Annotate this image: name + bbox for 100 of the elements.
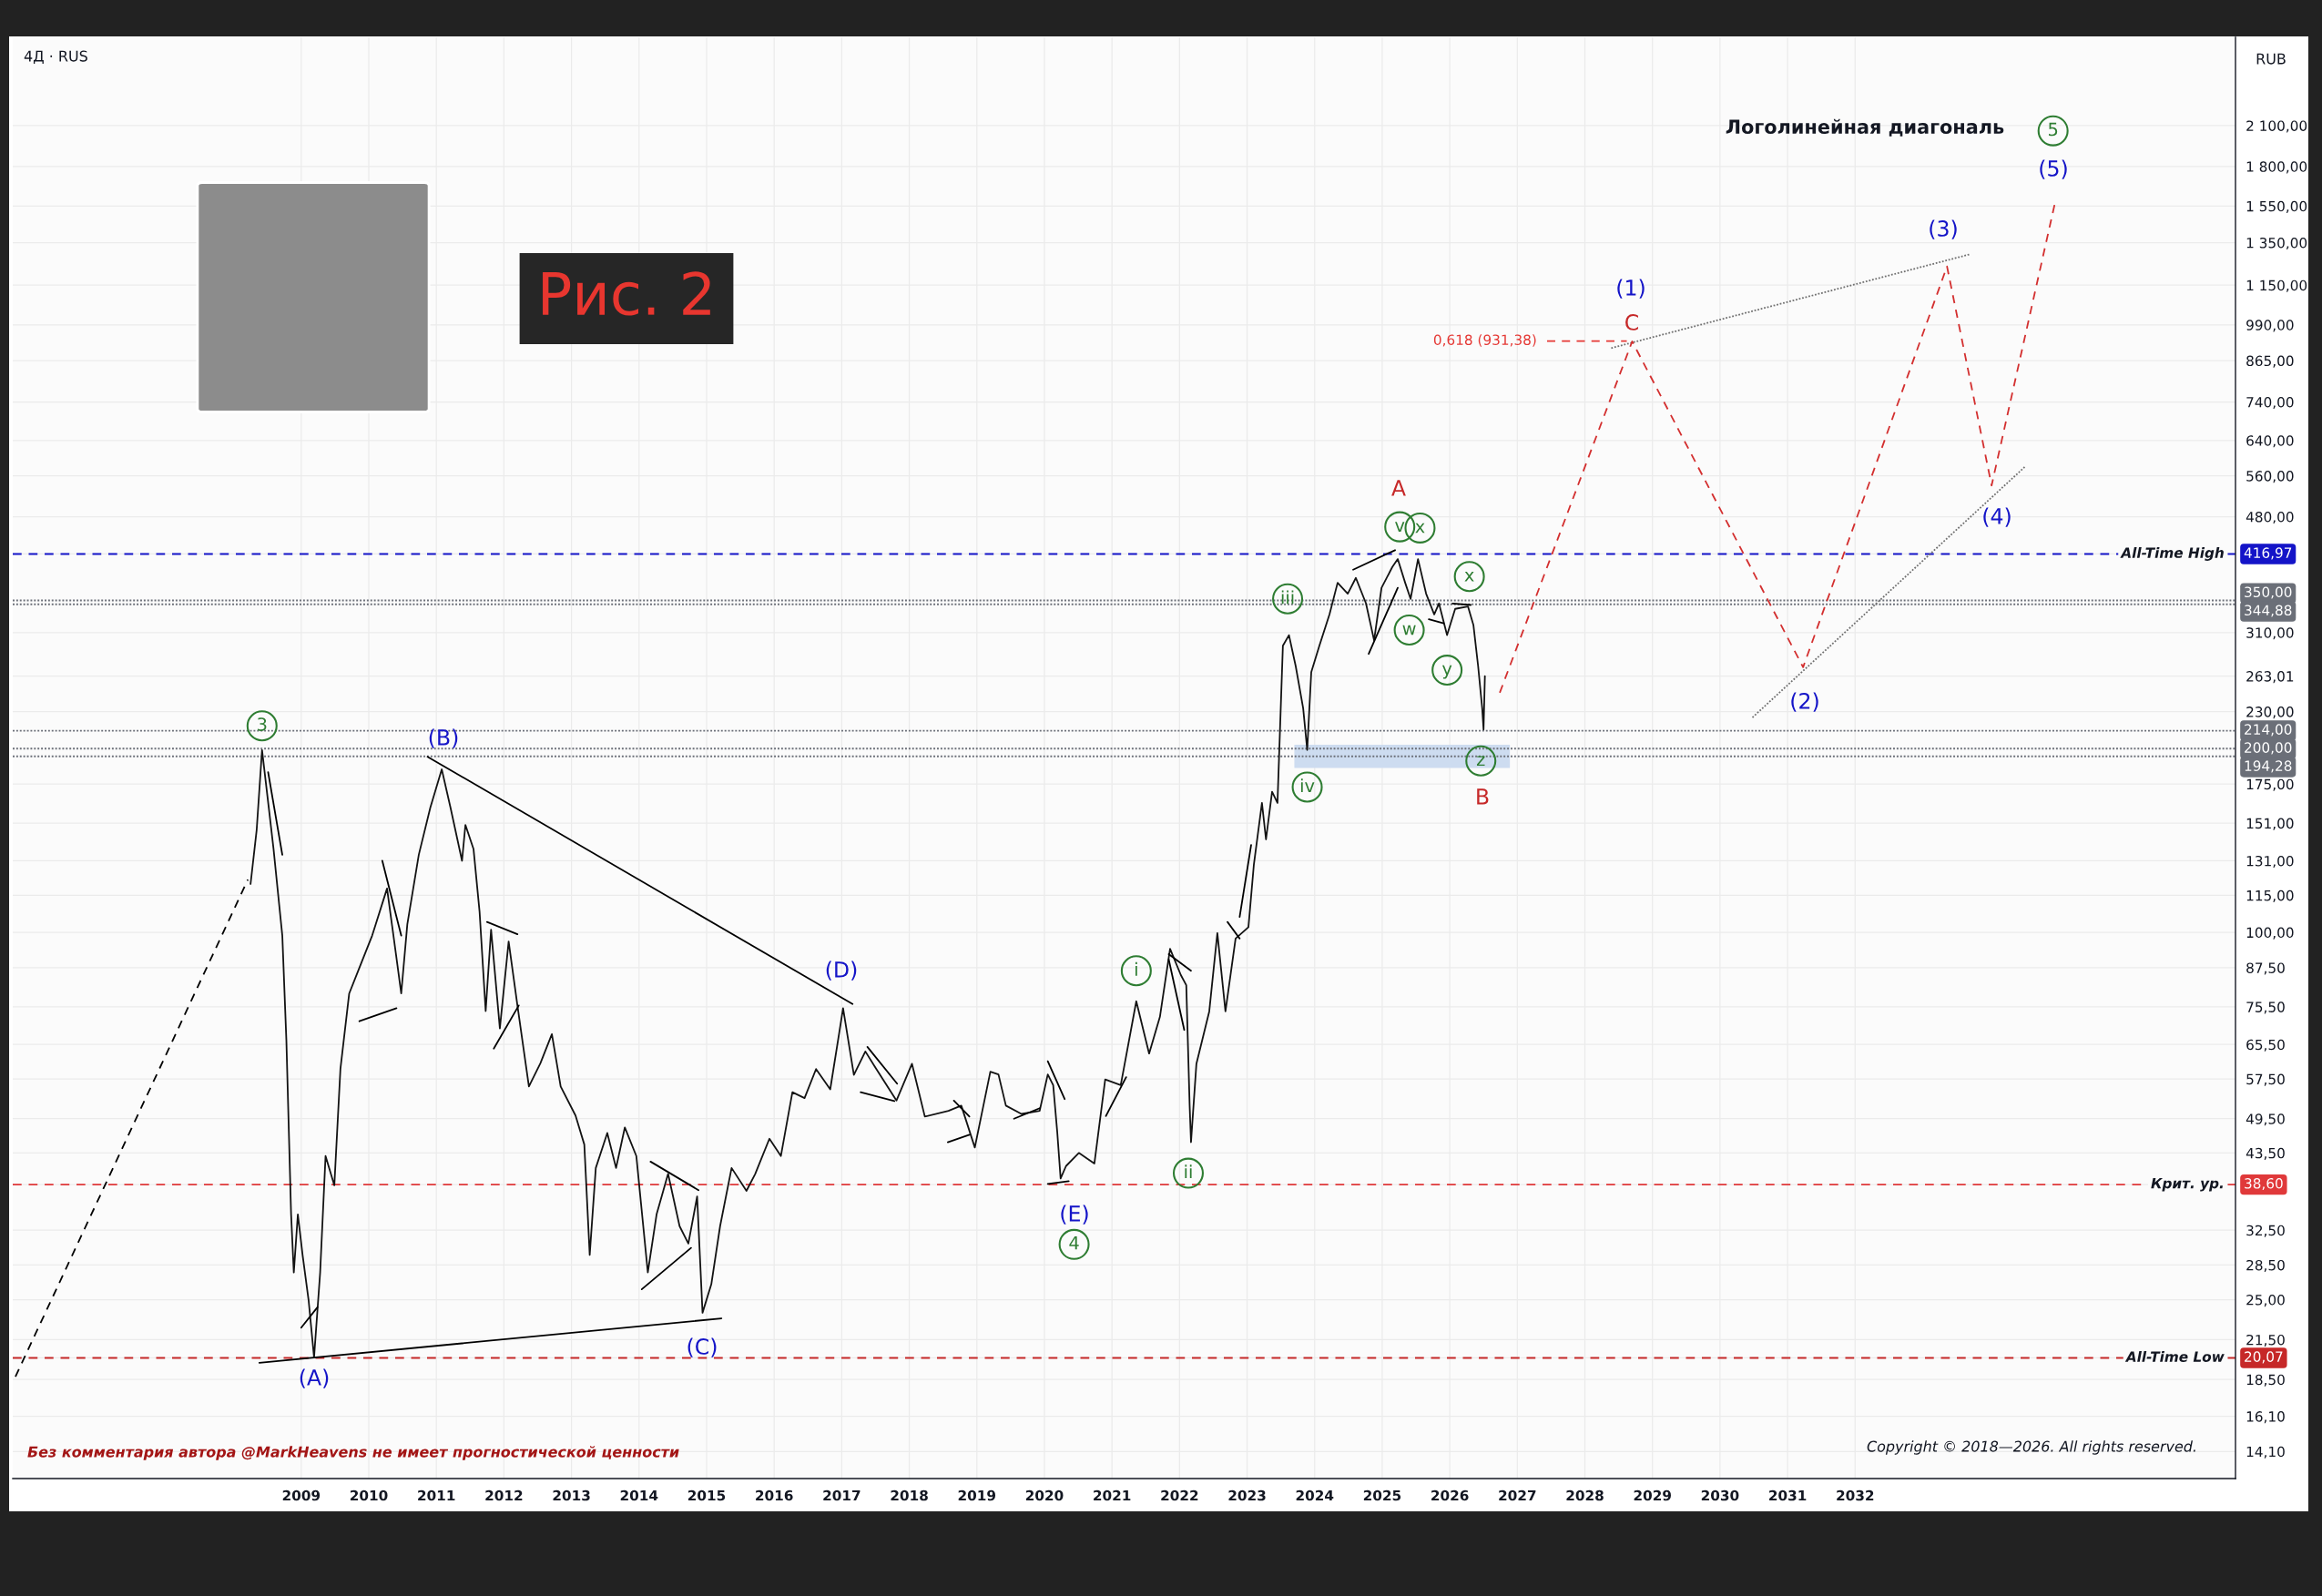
- annotation: i: [1135, 961, 1137, 976]
- x-tick-label: 2023: [1228, 1489, 1266, 1501]
- x-tick-label: 2020: [1025, 1489, 1064, 1501]
- y-tick-label: 131,00: [2246, 855, 2294, 869]
- annotation: Логолинейная диагональ: [1726, 118, 2004, 137]
- text: 4Д · RUS: [24, 50, 87, 64]
- y-tick-label: 416,97: [2244, 547, 2292, 560]
- x-tick-label: 2027: [1499, 1489, 1536, 1501]
- annotation: 4: [1069, 1236, 1079, 1250]
- annotation: (C): [687, 1337, 717, 1357]
- annotation: (3): [1930, 219, 1957, 239]
- annotation: ii: [1185, 1164, 1192, 1178]
- x-tick-label: 2032: [1837, 1489, 1874, 1501]
- x-tick-label: 2021: [1094, 1489, 1131, 1501]
- annotation: Рис. 2: [543, 271, 710, 316]
- y-tick-label: 21,50: [2246, 1334, 2285, 1347]
- annotation: 5: [2048, 122, 2058, 137]
- annotation: (E): [1061, 1205, 1088, 1225]
- x-tick-label: 2025: [1363, 1489, 1401, 1501]
- annotation: (1): [1617, 279, 1645, 299]
- annotation: 3: [258, 717, 267, 731]
- annotation: (4): [1983, 507, 2011, 527]
- y-tick-label: 1 150,00: [2246, 280, 2307, 292]
- annotation: B: [1477, 788, 1489, 805]
- x-tick-label: 2030: [1701, 1489, 1739, 1501]
- ref-line-label: 344,88: [2245, 605, 2292, 617]
- y-tick-label: 16,10: [2246, 1411, 2285, 1424]
- x-tick-label: 2011: [418, 1489, 455, 1501]
- y-tick-label: 1 550,00: [2246, 200, 2307, 213]
- y-tick-label: 87,50: [2246, 962, 2285, 975]
- x-tick-label: 2013: [553, 1489, 590, 1501]
- y-tick-label: 151,00: [2246, 818, 2294, 830]
- x-tick-label: 2015: [687, 1489, 726, 1501]
- y-tick-label: 310,00: [2246, 627, 2294, 640]
- y-tick-label: 175,00: [2246, 778, 2294, 791]
- y-tick-label: 263,01: [2246, 671, 2294, 684]
- annotation: v: [1395, 522, 1405, 532]
- x-tick-label: 2018: [891, 1489, 928, 1501]
- annotation: iii: [1281, 590, 1294, 605]
- annotation: (5): [2040, 159, 2067, 179]
- x-tick-label: 2017: [823, 1489, 861, 1501]
- y-tick-label: 865,00: [2246, 355, 2294, 368]
- annotation: A: [1391, 480, 1406, 496]
- y-tick-label: 740,00: [2246, 396, 2294, 410]
- annotation: 0,618 (931,38): [1433, 334, 1536, 347]
- annotation: (A): [300, 1368, 329, 1388]
- y-tick-label: 1 800,00: [2246, 161, 2307, 174]
- x-tick-label: 2010: [350, 1489, 388, 1501]
- y-tick-label: 640,00: [2246, 435, 2294, 448]
- x-tick-label: 2024: [1296, 1489, 1334, 1501]
- y-tick-label: 1 350,00: [2246, 238, 2307, 250]
- annotation: (D): [826, 961, 857, 981]
- x-tick-label: 2009: [282, 1489, 321, 1501]
- x-tick-label: 2012: [485, 1489, 523, 1501]
- annotation: iv: [1300, 778, 1315, 792]
- ref-line-label: All-Time High: [2120, 547, 2224, 561]
- x-tick-label: 2016: [756, 1489, 793, 1501]
- annotation: x: [1415, 523, 1425, 534]
- annotation: x: [1464, 571, 1474, 582]
- x-tick-label: 2019: [958, 1489, 996, 1501]
- y-tick-label: 32,50: [2246, 1225, 2285, 1237]
- y-tick-label: 14,10: [2246, 1446, 2285, 1459]
- y-tick-label: 43,50: [2246, 1147, 2285, 1160]
- x-tick-label: 2029: [1634, 1489, 1671, 1501]
- y-tick-label: 990,00: [2246, 320, 2294, 332]
- ref-line-label: 214,00: [2245, 724, 2292, 737]
- y-tick-label: 115,00: [2246, 889, 2294, 902]
- x-tick-label: 2026: [1431, 1489, 1469, 1501]
- ref-line-label: All-Time Low: [2124, 1351, 2225, 1362]
- x-tick-label: 2022: [1161, 1489, 1198, 1501]
- y-tick-label: 38,60: [2245, 1178, 2283, 1191]
- y-tick-label: 560,00: [2246, 471, 2294, 483]
- y-tick-label: 65,50: [2246, 1039, 2285, 1052]
- annotation: Copyright © 2018—2026. All rights reserved.: [1867, 1440, 2195, 1455]
- annotation: z: [1476, 756, 1485, 767]
- ref-line-label: Крит. ур.: [2151, 1178, 2223, 1192]
- annotation: (B): [429, 728, 458, 748]
- y-axis-title: RUB: [2256, 53, 2286, 65]
- y-tick-label: 75,50: [2246, 1001, 2285, 1014]
- annotation: Без комментария автора @MarkHeavens не имеет прогностической ценности: [27, 1446, 679, 1460]
- y-tick-label: 100,00: [2246, 927, 2294, 940]
- y-tick-label: 20,07: [2245, 1351, 2283, 1364]
- annotation: y: [1441, 665, 1452, 679]
- ref-line-label: 200,00: [2245, 742, 2292, 755]
- y-tick-label: 25,00: [2246, 1295, 2285, 1307]
- y-tick-label: 49,50: [2246, 1113, 2285, 1126]
- x-tick-label: 2028: [1566, 1489, 1604, 1501]
- annotation: (2): [1791, 692, 1818, 712]
- annotation: w: [1402, 625, 1416, 635]
- y-tick-label: 57,50: [2246, 1073, 2285, 1086]
- y-tick-label: 480,00: [2246, 511, 2294, 524]
- y-tick-label: 18,50: [2246, 1374, 2285, 1387]
- y-tick-label: 2 100,00: [2246, 120, 2307, 133]
- y-tick-label: 230,00: [2246, 707, 2294, 719]
- ref-line-label: 194,28: [2245, 760, 2292, 773]
- x-tick-label: 2014: [620, 1489, 658, 1501]
- annotation: C: [1625, 313, 1638, 330]
- ref-line-label: 350,00: [2245, 586, 2292, 599]
- y-tick-label: 28,50: [2246, 1259, 2285, 1273]
- x-tick-label: 2031: [1769, 1489, 1807, 1501]
